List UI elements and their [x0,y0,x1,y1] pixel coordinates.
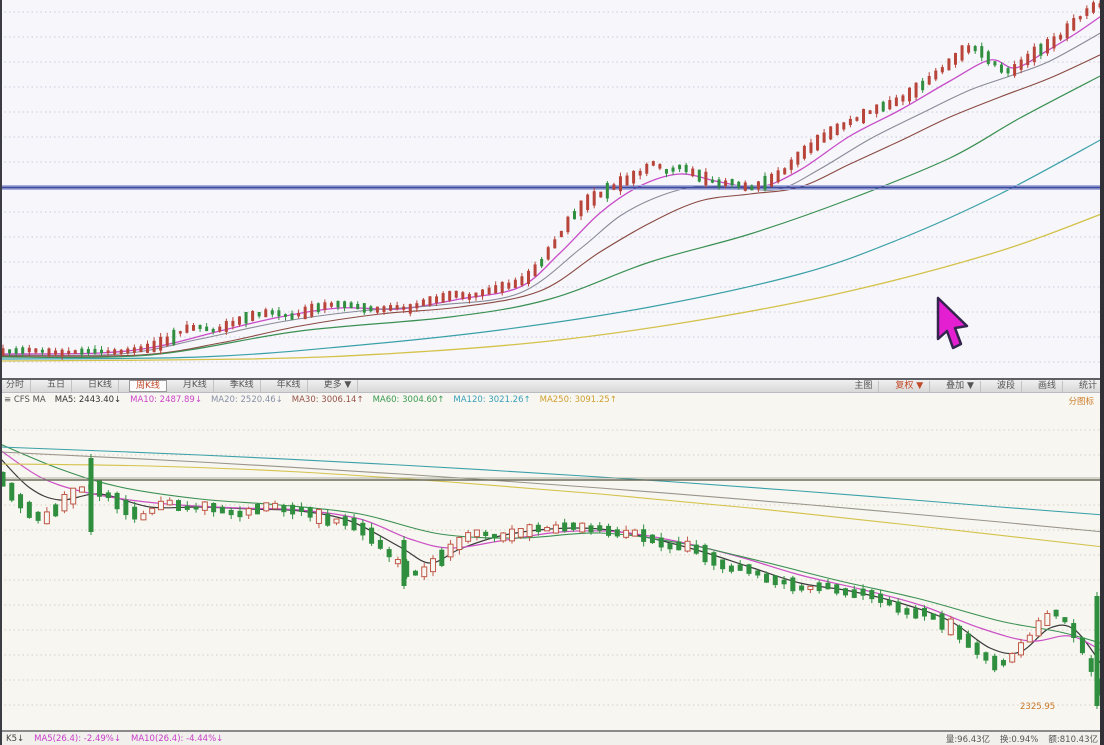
special-candle-1 [401,540,407,586]
period-toolbar: 分时 五日 日K线 周K线 月K线 季K线 年K线 更多 ▼ 主图 复权 ▼ 叠加 ▼ 波段 画线 统计 [0,380,1104,393]
legend-item-4: MA30: 3006.14↑ [291,395,364,405]
top-chart-canvas[interactable] [0,0,1104,378]
chart-tools: 主图 复权 ▼ 叠加 ▼ 波段 画线 统计 [848,380,1104,392]
legend-item-7: MA250: 3091.25↑ [539,395,617,405]
status-left-item-1: MA5(26.4): -2.49%↓ [34,733,121,744]
legend-item-6: MA120: 3021.26↑ [453,395,531,405]
legend-item-3: MA20: 2520.46↓ [210,395,283,405]
ma-line-MA250 [0,212,1104,362]
chart-mode-label[interactable]: 分图标 [1068,397,1094,407]
top-chart-panel[interactable] [0,0,1104,378]
tab-period-0[interactable]: 分时 [0,380,32,392]
bottom-chart-panel[interactable]: ≡ CFS MA MA5: 2443.40↓ MA10: 2487.89↓ MA20:… [0,394,1104,730]
legend-item-5: MA60: 3004.60↑ [372,395,445,405]
tool-4[interactable]: 画线 [1032,380,1063,392]
tab-period-2[interactable]: 日K线 [82,380,119,392]
ma-line-MA120 [0,137,1104,360]
ma-line-MA20 [0,443,1104,645]
tab-period-3[interactable]: 周K线 [128,380,167,392]
status-left-item-2: MA10(26.4): -4.44%↓ [130,733,224,744]
tab-period-6[interactable]: 年K线 [271,380,308,392]
tool-0[interactable]: 主图 [848,380,880,392]
bottom-chart-canvas[interactable] [0,404,1104,730]
status-right-item-2: 额:810.43亿 [1048,734,1098,745]
ma-line-MA10 [0,449,1104,653]
tool-1[interactable]: 复权 ▼ [889,380,931,392]
ma-line-MA60 [0,73,1104,359]
ma-line-MA250b [0,463,1104,548]
market-stats: 量:96.43亿 换:0.94% 额:810.43亿 [946,733,1098,745]
status-right-item-0: 量:96.43亿 [945,734,991,745]
status-right-item-1: 换:0.94% [1000,734,1039,745]
tool-2[interactable]: 叠加 ▼ [940,380,981,392]
ma-line-MA30 [0,52,1104,357]
last-price-label: 2325.95 [1020,702,1056,712]
legend-item-1: MA5: 2443.40↓ [54,395,122,405]
ma-line-MA20 [0,30,1104,357]
status-left-item-0: K5↓ [6,733,25,744]
status-bar: K5↓ MA5(26.4): -2.49%↓ MA10(26.4): -4.44%↓… [0,730,1104,745]
cursor-arrow [936,296,969,350]
ma-legend: ≡ CFS MA MA5: 2443.40↓ MA10: 2487.89↓ MA20:… [4,395,617,405]
ma-line-MA250 [0,446,1104,516]
ma-line-MA120 [0,451,1104,533]
tab-period-5[interactable]: 季K线 [224,380,261,392]
mouse-cursor-icon [936,296,969,350]
window-left-border [0,0,2,745]
tab-period-7[interactable]: 更多 ▼ [318,380,359,392]
window-divider[interactable] [0,378,1104,380]
window-right-border [1100,0,1104,745]
tab-period-1[interactable]: 五日 [41,380,73,392]
tab-period-4[interactable]: 月K线 [177,380,214,392]
legend-item-0: ≡ CFS MA [4,395,46,405]
ma-line-MA5 [0,457,1104,669]
legend-item-2: MA10: 2487.89↓ [130,395,202,405]
special-candle-0 [88,458,94,532]
special-candle-2 [1094,596,1100,706]
ma-line-MA10 [0,13,1104,355]
indicator-readout: K5↓ MA5(26.4): -2.49%↓ MA10(26.4): -4.44%↓ [6,734,223,744]
period-tabs: 分时 五日 日K线 周K线 月K线 季K线 年K线 更多 ▼ [0,380,359,392]
tool-3[interactable]: 波段 [991,380,1022,392]
